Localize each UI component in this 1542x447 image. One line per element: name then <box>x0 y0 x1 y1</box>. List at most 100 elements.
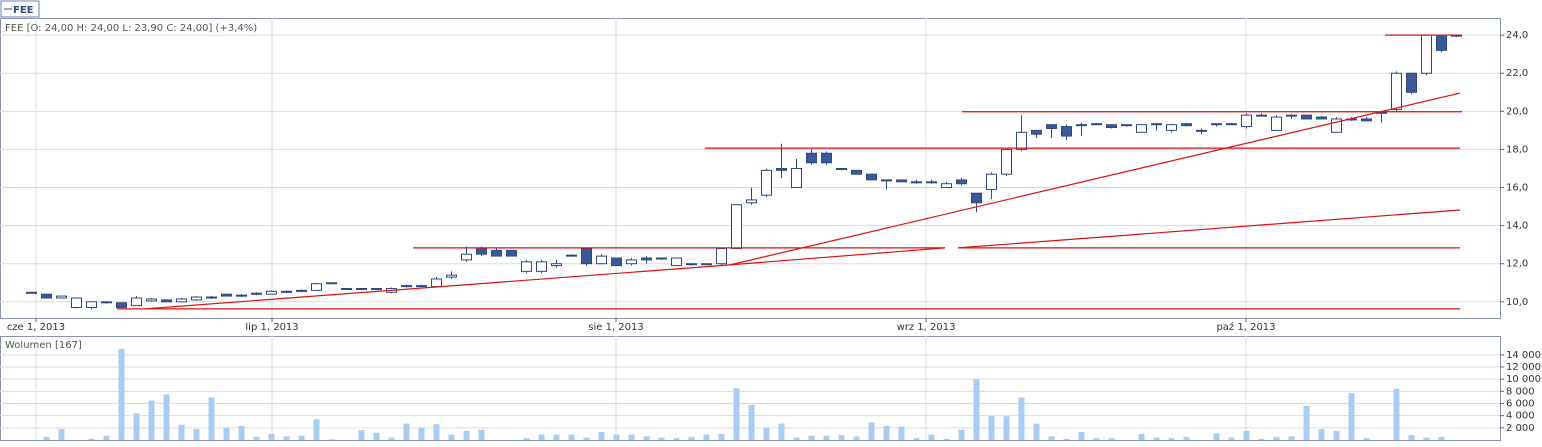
candle-body <box>251 292 263 295</box>
volume-bar <box>328 439 335 440</box>
candle-body <box>356 287 368 290</box>
volume-bar <box>973 379 980 440</box>
candle-body <box>1316 116 1328 120</box>
volume-bar <box>1108 438 1115 440</box>
volume-bar <box>223 427 230 440</box>
candle-body <box>221 293 233 297</box>
volume-bar <box>88 438 95 440</box>
volume-bar <box>763 427 770 440</box>
candle-body <box>1091 123 1103 126</box>
candle-body <box>581 247 593 265</box>
volume-bar <box>988 415 995 440</box>
candle-body <box>446 274 458 278</box>
panel-title: FEE [O: 24,00 H: 24,00 L: 23,90 C: 24,00… <box>5 23 257 34</box>
volume-bar <box>1153 437 1160 440</box>
candle-body <box>416 285 428 288</box>
panel-title: Wolumen [167] <box>5 340 82 351</box>
volume-bar <box>1318 429 1325 440</box>
volume-bar <box>1048 436 1055 440</box>
volume-bar <box>283 436 290 440</box>
volume-bar <box>1183 436 1190 440</box>
volume-bar <box>1273 436 1280 440</box>
y-tick-label: 12,0 <box>1506 259 1528 270</box>
candle-body <box>1211 123 1223 126</box>
candle-body <box>926 181 938 184</box>
volume-bar <box>448 434 455 440</box>
candle-body <box>986 173 998 190</box>
volume-bar <box>1438 436 1445 440</box>
candle-body <box>1391 72 1403 110</box>
candle-body <box>431 278 443 288</box>
candle-body <box>1076 124 1088 127</box>
candle-body <box>941 183 953 189</box>
volume-bar <box>583 437 590 440</box>
volume-bar <box>1213 433 1220 440</box>
candle-body <box>1136 124 1148 133</box>
x-tick-label: cze 1, 2013 <box>7 322 65 333</box>
volume-bar <box>913 438 920 440</box>
candle-body <box>1106 124 1118 129</box>
candle-body <box>1256 114 1268 117</box>
plot-frame <box>0 18 1501 319</box>
volume-bar <box>1333 430 1340 440</box>
y-tick-label: 2 000 <box>1506 423 1535 434</box>
volume-bar <box>853 436 860 440</box>
y-tick-label: 4 000 <box>1506 411 1535 422</box>
y-tick-label: 24,0 <box>1506 30 1528 41</box>
volume-bar <box>808 435 815 440</box>
volume-bar <box>778 423 785 440</box>
candle-body <box>56 295 68 299</box>
candle-body <box>851 169 863 175</box>
volume-bar <box>1168 438 1175 440</box>
volume-bar <box>133 413 140 440</box>
candle-body <box>116 302 128 309</box>
volume-bar <box>538 434 545 440</box>
volume-bar <box>1018 397 1025 440</box>
volume-bar <box>1288 436 1295 440</box>
volume-bar <box>1408 435 1415 440</box>
volume-bar <box>928 434 935 440</box>
volume-bar <box>373 432 380 440</box>
candle-body <box>161 299 173 303</box>
candle-body <box>1046 124 1058 129</box>
volume-bar <box>103 435 110 440</box>
candle-body <box>551 263 563 267</box>
candle-body <box>956 179 968 185</box>
volume-bar <box>208 397 215 440</box>
y-tick-label: 10,0 <box>1506 297 1528 308</box>
candle-body <box>281 290 293 293</box>
volume-bar <box>898 426 905 440</box>
trend-line <box>957 209 1461 249</box>
volume-bar <box>553 434 560 440</box>
candle-body <box>701 263 713 266</box>
candle-body <box>1301 114 1313 120</box>
candle-body <box>1181 123 1193 127</box>
candle-body <box>1361 118 1373 122</box>
y-tick-label: 14,0 <box>1506 221 1528 232</box>
volume-bar <box>1393 388 1400 440</box>
candle-body <box>236 294 248 297</box>
candle-body <box>716 247 728 265</box>
trend-line <box>729 92 1461 266</box>
volume-bar <box>1033 423 1040 440</box>
candle-body <box>746 199 758 204</box>
volume-bar <box>43 436 50 440</box>
candle-body <box>1226 123 1238 126</box>
candle-body <box>461 253 473 261</box>
volume-bar <box>883 426 890 440</box>
legend-tab[interactable] <box>0 0 40 18</box>
candle-body <box>176 298 188 303</box>
candle-body <box>1436 34 1448 51</box>
y-tick-label: 8 000 <box>1506 386 1535 397</box>
volume-bar <box>388 437 395 440</box>
candle-body <box>776 167 788 171</box>
candle-body <box>341 287 353 290</box>
volume-bar <box>1303 405 1310 440</box>
candle-body <box>896 179 908 183</box>
y-tick-label: 16,0 <box>1506 183 1528 194</box>
volume-bar <box>718 433 725 440</box>
volume-bar <box>1348 393 1355 440</box>
candle-body <box>1061 126 1073 137</box>
candle-body <box>206 296 218 299</box>
candle-body <box>596 255 608 265</box>
